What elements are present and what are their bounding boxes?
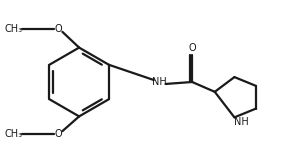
Text: O: O — [188, 43, 196, 53]
Text: O: O — [55, 24, 62, 34]
Text: NH: NH — [152, 77, 167, 87]
Text: CH₃: CH₃ — [4, 24, 22, 34]
Text: CH₃: CH₃ — [4, 129, 22, 139]
Text: O: O — [55, 129, 62, 139]
Text: NH: NH — [234, 117, 249, 127]
